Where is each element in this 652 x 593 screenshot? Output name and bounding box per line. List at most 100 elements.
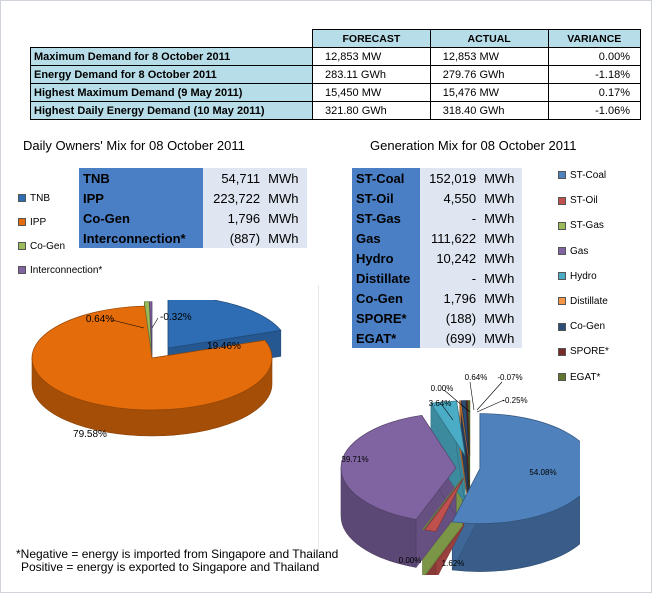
generation-mix-table: ST-Coal 152,019 MWh ST-Oil 4,550 MWh ST-Gas -… [352,168,522,348]
pie-data-label: -0.07% [497,373,522,382]
generation-row: Distillate - MWh [352,268,522,288]
generation-row-value: 152,019 [419,168,481,188]
generation-row: Hydro 10,242 MWh [352,248,522,268]
demand-row-variance: 0.17% [547,83,641,102]
legend-swatch [558,196,566,205]
legend-label: SPORE* [570,346,609,358]
legend-swatch [558,171,566,180]
legend-label: Distillate [570,296,608,307]
pie-data-label: 54.08% [529,468,556,477]
generation-row-name: EGAT* [352,328,420,348]
pie-label-leader [476,381,503,411]
legend-label: EGAT* [570,371,601,383]
generation-row-unit: MWh [480,308,522,328]
pie-slice-tnb [167,300,282,349]
pie-data-label: -0.25% [502,396,527,405]
generation-row: EGAT* (699) MWh [352,328,522,348]
generation-row-value: (188) [419,308,481,328]
demand-row: Maximum Demand for 8 October 2011 12,853… [30,47,641,66]
legend-label: Hydro [570,270,597,282]
legend-label: TNB [30,193,50,204]
owners-row: IPP 223,722 MWh [79,188,307,208]
demand-row-label: Maximum Demand for 8 October 2011 [30,47,313,66]
generation-row-name: Co-Gen [352,288,420,308]
owners-row-unit: MWh [264,228,307,248]
owners-row-unit: MWh [264,208,307,228]
pie-slice-st-gas [421,477,463,531]
pie-slice-st-oil [424,477,464,532]
demand-row-actual: 279.76 GWh [429,65,549,84]
legend-item: Co-Gen [558,321,605,332]
demand-row-actual: 12,853 MW [429,47,549,66]
demand-header-row: FORECAST ACTUAL VARIANCE [30,29,641,48]
pie-data-label: 3.64% [429,399,452,408]
legend-swatch [18,266,26,275]
generation-row-name: Gas [352,228,420,248]
pie-slice-st-coal [451,413,580,524]
generation-row: Gas 111,622 MWh [352,228,522,248]
generation-row-name: ST-Coal [352,168,420,188]
legend-item: EGAT* [558,372,600,383]
owners-row-unit: MWh [264,188,307,208]
generation-row-value: 4,550 [419,188,481,208]
owners-row-unit: MWh [264,168,307,188]
pie-slice-co-gen [460,400,470,456]
generation-row-name: Hydro [352,248,420,268]
legend-label: ST-Oil [570,195,598,207]
legend-item: Hydro [558,271,597,282]
owners-row-value: (887) [202,228,265,248]
legend-label: Interconnection* [30,265,103,276]
legend-swatch [558,272,566,281]
demand-header-blank [30,29,313,48]
pie-label-leader [476,399,505,413]
demand-row-forecast: 12,853 MW [312,47,431,66]
pie-data-label: 0.00% [431,384,454,393]
legend-swatch [18,242,26,251]
demand-row: Highest Daily Energy Demand (10 May 2011… [30,101,641,120]
legend-label: ST-Gas [570,220,604,232]
generation-row-name: Distillate [352,268,420,288]
owners-row-name: Interconnection* [79,228,203,248]
generation-row-name: ST-Gas [352,208,420,228]
owners-row-value: 223,722 [202,188,265,208]
legend-swatch [558,372,566,381]
legend-swatch [558,322,566,331]
owners-mix-table: TNB 54,711 MWh IPP 223,722 MWh Co-Gen 1,796 MW… [79,168,307,248]
legend-label: IPP [30,217,47,228]
pie-data-label: 39.71% [341,455,368,464]
legend-label: Gas [570,245,589,257]
generation-row-unit: MWh [480,188,522,208]
owners-row-value: 1,796 [202,208,265,228]
legend-label: Co-Gen [570,321,606,333]
generation-row: SPORE* (188) MWh [352,308,522,328]
generation-row-name: ST-Oil [352,188,420,208]
generation-row: ST-Gas - MWh [352,208,522,228]
owners-mix-title: Daily Owners' Mix for 08 October 2011 [23,138,245,153]
generation-row: ST-Coal 152,019 MWh [352,168,522,188]
generation-row: ST-Oil 4,550 MWh [352,188,522,208]
generation-row-unit: MWh [480,168,522,188]
legend-label: ST-Coal [570,170,607,181]
legend-swatch [558,221,566,230]
demand-row-forecast: 283.11 GWh [312,65,431,84]
pie-slice-gas [340,414,457,520]
owners-row: TNB 54,711 MWh [79,168,307,188]
demand-row-variance: -1.06% [547,101,641,120]
pie-label-leader [443,389,471,413]
generation-row-value: (699) [419,328,481,348]
legend-item: SPORE* [558,346,609,357]
pie-data-label: 1.62% [442,559,465,568]
demand-row: Energy Demand for 8 October 2011 283.11 … [30,65,641,84]
generation-row-value: 111,622 [419,228,481,248]
generation-row-value: 10,242 [419,248,481,268]
demand-row-label: Energy Demand for 8 October 2011 [30,65,313,84]
legend-item: ST-Coal [558,170,606,181]
legend-item: IPP [18,217,46,228]
generation-row-unit: MWh [480,328,522,348]
generation-row-unit: MWh [480,288,522,308]
generation-row-unit: MWh [480,228,522,248]
demand-header-actual: ACTUAL [429,29,549,48]
demand-header-forecast: FORECAST [312,29,431,48]
owners-row-name: Co-Gen [79,208,203,228]
generation-mix-title: Generation Mix for 08 October 2011 [370,138,577,153]
